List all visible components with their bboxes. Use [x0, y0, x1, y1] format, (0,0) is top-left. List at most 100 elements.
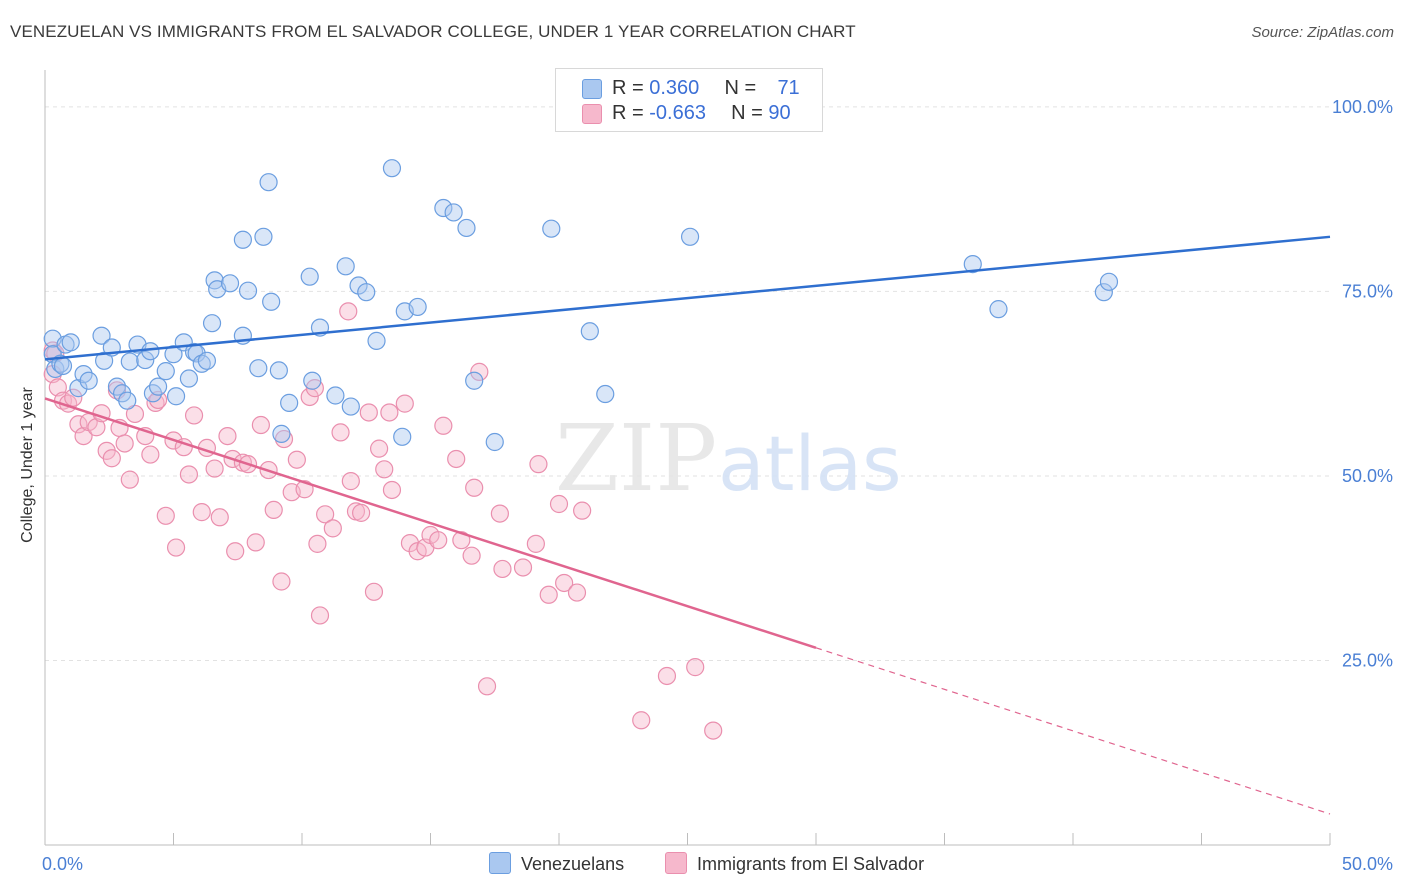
el-salvador-point: [452, 531, 471, 550]
venezuelan-point: [92, 326, 111, 345]
x-tick-label-max: 50.0%: [1342, 854, 1393, 874]
el-salvador-point: [704, 721, 723, 740]
el-salvador-point: [323, 519, 342, 538]
venezuelan-point: [580, 322, 599, 341]
el-salvador-point: [87, 418, 106, 437]
venezuelan-point: [249, 359, 268, 378]
y-tick-label: 75.0%: [1342, 281, 1393, 301]
el-salvador-point: [205, 459, 224, 478]
venezuelan-point: [444, 203, 463, 222]
el-salvador-point: [382, 480, 402, 500]
el-salvador-point: [272, 572, 291, 591]
el-salvador-point: [686, 658, 705, 677]
legend-item-venezuelans: Venezuelans: [489, 852, 624, 875]
venezuelan-point: [367, 331, 386, 350]
venezuelan-point: [280, 393, 299, 412]
el-salvador-point: [287, 450, 306, 469]
venezuelan-point: [269, 361, 288, 380]
el-salvador-point: [274, 429, 294, 449]
el-salvador-point: [477, 677, 497, 696]
source-note: Source: ZipAtlas.com: [1251, 24, 1394, 41]
el-salvador-point: [429, 531, 448, 550]
el-salvador-point: [120, 470, 139, 489]
venezuelan-point: [457, 218, 476, 238]
venezuelan-point: [156, 362, 175, 381]
venezuelan-point: [164, 345, 183, 364]
tick-labels: 25.0% 50.0% 75.0% 100.0% 0.0% 50.0%: [42, 97, 1393, 874]
el-salvador-point: [310, 606, 330, 625]
el-salvador-point: [331, 423, 350, 442]
venezuelans-trend-line: [44, 235, 1331, 361]
venezuelan-point: [963, 255, 982, 274]
el-salvador-point: [166, 538, 186, 557]
el-salvador-point: [549, 494, 569, 514]
venezuelan-point: [272, 424, 291, 443]
el-salvador-point: [339, 302, 358, 321]
pink-swatch: [665, 852, 687, 874]
venezuelan-point: [202, 314, 222, 333]
legend-label: Venezuelans: [521, 854, 625, 874]
venezuelan-point: [680, 227, 700, 246]
watermark-atlas: atlas: [718, 419, 902, 508]
venezuelan-point: [179, 369, 199, 388]
el-salvador-point: [529, 455, 548, 474]
venezuelan-point: [336, 257, 355, 276]
el-salvador-point: [74, 426, 93, 446]
venezuelan-point: [79, 371, 98, 390]
venezuelan-point: [465, 371, 484, 390]
y-tick-label: 50.0%: [1342, 466, 1393, 486]
el-salvador-point: [364, 582, 384, 601]
venezuelan-point: [485, 432, 504, 452]
el-salvador-point: [632, 711, 651, 730]
n-value: 71: [777, 77, 800, 99]
el-salvador-point: [573, 501, 592, 520]
x-tick-label-min: 0.0%: [42, 854, 83, 874]
blue-swatch: [582, 79, 602, 99]
el-salvador-trend-line-dashed: [815, 647, 1331, 815]
el-salvador-point: [513, 558, 533, 577]
el-salvador-point: [539, 585, 558, 604]
venezuelan-point: [259, 173, 278, 192]
el-salvador-point: [308, 534, 327, 553]
venezuelan-point: [192, 354, 211, 373]
el-salvador-point: [555, 573, 574, 593]
el-salvador-point: [305, 379, 324, 398]
el-salvador-point: [184, 406, 204, 425]
venezuelan-point: [141, 342, 160, 361]
el-salvador-point: [156, 506, 175, 525]
venezuelan-point: [1099, 272, 1119, 291]
venezuelan-point: [393, 427, 412, 446]
el-salvador-point: [192, 503, 211, 522]
venezuelan-point: [118, 391, 137, 410]
venezuelan-point: [326, 386, 345, 405]
el-salvador-point: [246, 533, 265, 552]
el-salvador-point: [526, 534, 545, 553]
el-salvador-point: [657, 666, 677, 686]
r-label: R =: [612, 102, 650, 124]
el-salvador-point: [470, 362, 489, 381]
venezuelan-point: [220, 274, 240, 293]
el-salvador-point: [493, 559, 512, 579]
blue-swatch: [489, 852, 511, 874]
el-salvador-point: [264, 500, 283, 520]
venezuelan-point: [120, 352, 139, 371]
venezuelan-point: [166, 387, 186, 406]
venezuelan-point: [408, 297, 427, 317]
el-salvador-point: [102, 449, 121, 468]
el-salvador-point: [115, 434, 134, 453]
pink-swatch: [582, 104, 602, 124]
el-salvador-point: [316, 505, 335, 524]
el-salvador-point: [64, 388, 83, 407]
venezuelan-point: [69, 379, 88, 398]
series-venezuelans-points: [43, 159, 1119, 452]
el-salvador-point: [370, 439, 389, 458]
el-salvador-point: [352, 503, 371, 522]
venezuelan-point: [197, 351, 217, 370]
n-value: 90: [768, 102, 791, 124]
el-salvador-point: [210, 508, 229, 527]
axes: [44, 70, 1331, 846]
venezuelan-point: [357, 283, 376, 302]
venezuelan-point: [341, 397, 360, 416]
el-salvador-point: [395, 394, 414, 413]
el-salvador-point: [341, 472, 360, 491]
